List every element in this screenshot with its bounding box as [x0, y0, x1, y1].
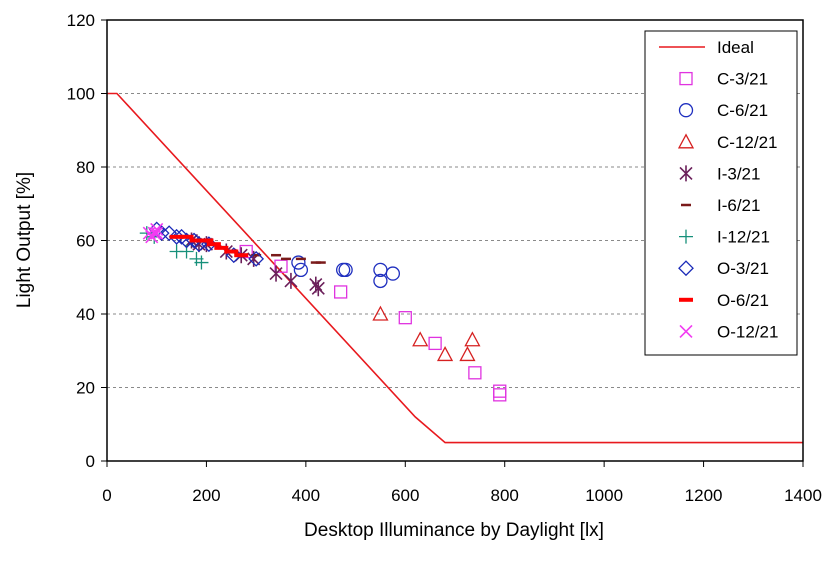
data-point-c-3-21 — [493, 384, 507, 398]
y-tick-label: 20 — [76, 379, 95, 398]
legend-item-i-3-21: I-3/21 — [679, 164, 760, 183]
y-tick-label: 120 — [67, 11, 95, 30]
legend-item-o-3-21: O-3/21 — [678, 259, 769, 278]
data-point-c-12-21 — [372, 305, 389, 321]
x-tick-label: 0 — [102, 486, 111, 505]
legend-label: I-3/21 — [717, 164, 760, 183]
data-point-i-12-21 — [139, 226, 154, 241]
legend-label: O-6/21 — [717, 291, 769, 310]
series-o-6-21 — [169, 234, 249, 258]
grid-lines — [107, 93, 803, 388]
legend-swatch — [679, 71, 693, 86]
legend-label: C-3/21 — [717, 70, 768, 89]
data-point-c-12-21 — [464, 331, 481, 347]
legend-label: O-3/21 — [717, 259, 769, 278]
legend: Ideal C-3/21 C-6/21 C-12/21 I-3/21 I-6/21 I-12… — [644, 30, 798, 356]
legend-item-i-6-21: I-6/21 — [681, 196, 760, 215]
legend-item-o-6-21: O-6/21 — [679, 291, 769, 310]
y-tick-label: 80 — [76, 158, 95, 177]
x-tick-label: 800 — [491, 486, 519, 505]
data-point-c-6-21 — [385, 266, 401, 281]
y-tick-label: 60 — [76, 232, 95, 251]
legend-label: Ideal — [717, 38, 754, 57]
data-point-c-6-21 — [373, 273, 388, 289]
legend-item-o-12-21: O-12/21 — [679, 322, 778, 341]
data-point-c-3-21 — [334, 285, 348, 299]
series-line-ideal — [107, 92, 803, 444]
x-tick-label: 1400 — [784, 486, 822, 505]
legend-label: I-6/21 — [717, 196, 760, 215]
data-point-o-12-21 — [150, 222, 164, 237]
y-tick-label: 0 — [86, 452, 95, 471]
legend-swatch — [679, 324, 693, 338]
data-point-c-3-21 — [468, 366, 482, 380]
data-point-o-3-21 — [161, 225, 178, 242]
data-point-i-3-21 — [269, 265, 283, 282]
series-o-12-21 — [142, 222, 164, 244]
legend-item-ideal: Ideal — [659, 38, 754, 57]
legend-label: C-12/21 — [717, 133, 777, 152]
legend-swatch — [678, 103, 694, 118]
series-c-3-21 — [239, 244, 507, 402]
data-point-i-3-21 — [311, 280, 325, 297]
series-c-6-21 — [291, 255, 401, 289]
series-ideal — [107, 92, 803, 444]
data-point-c-12-21 — [412, 331, 429, 347]
data-point-c-12-21 — [459, 346, 476, 362]
data-point-i-3-21 — [284, 272, 298, 289]
plot-series — [107, 92, 803, 444]
data-point-o-3-21 — [248, 250, 265, 267]
legend-label: O-12/21 — [717, 322, 778, 341]
y-tick-label: 100 — [67, 85, 95, 104]
data-point-c-3-21 — [428, 336, 442, 351]
x-axis-label: Desktop Illuminance by Daylight [lx] — [304, 520, 604, 541]
y-tick-label: 40 — [76, 305, 95, 324]
data-point-c-3-21 — [493, 388, 507, 402]
legend-swatch — [679, 229, 693, 244]
legend-box — [644, 30, 798, 356]
data-point-o-12-21 — [147, 226, 161, 240]
x-tick-label: 1000 — [585, 486, 623, 505]
data-point-i-12-21 — [194, 255, 209, 270]
legend-label: I-12/21 — [717, 228, 770, 247]
data-point-c-3-21 — [239, 244, 253, 259]
x-tick-label: 600 — [391, 486, 419, 505]
data-point-c-3-21 — [398, 311, 412, 325]
x-tick-label: 200 — [192, 486, 220, 505]
x-axis-ticks: 0 200 400 600 800 1000 1200 1400 — [102, 461, 822, 505]
data-point-c-6-21 — [291, 255, 306, 270]
data-point-o-3-21 — [168, 228, 185, 245]
legend-item-c-6-21: C-6/21 — [678, 101, 768, 120]
legend-swatch — [679, 165, 693, 182]
data-point-c-6-21 — [293, 262, 309, 278]
x-tick-label: 1200 — [685, 486, 723, 505]
y-axis-label: Light Output [%] — [14, 172, 35, 308]
legend-label: C-6/21 — [717, 101, 768, 120]
legend-item-i-12-21: I-12/21 — [679, 228, 770, 247]
series-c-12-21 — [372, 305, 481, 362]
data-point-c-6-21 — [338, 262, 353, 278]
data-point-c-12-21 — [436, 346, 454, 362]
data-point-o-12-21 — [150, 226, 164, 240]
legend-swatch — [678, 260, 694, 277]
data-point-c-3-21 — [274, 259, 288, 273]
legend-swatch — [677, 133, 695, 149]
legend-item-c-3-21: C-3/21 — [679, 70, 768, 89]
y-axis-ticks: 0 20 40 60 80 100 120 — [67, 11, 107, 471]
legend-item-c-12-21: C-12/21 — [677, 133, 777, 152]
x-tick-label: 400 — [292, 486, 320, 505]
